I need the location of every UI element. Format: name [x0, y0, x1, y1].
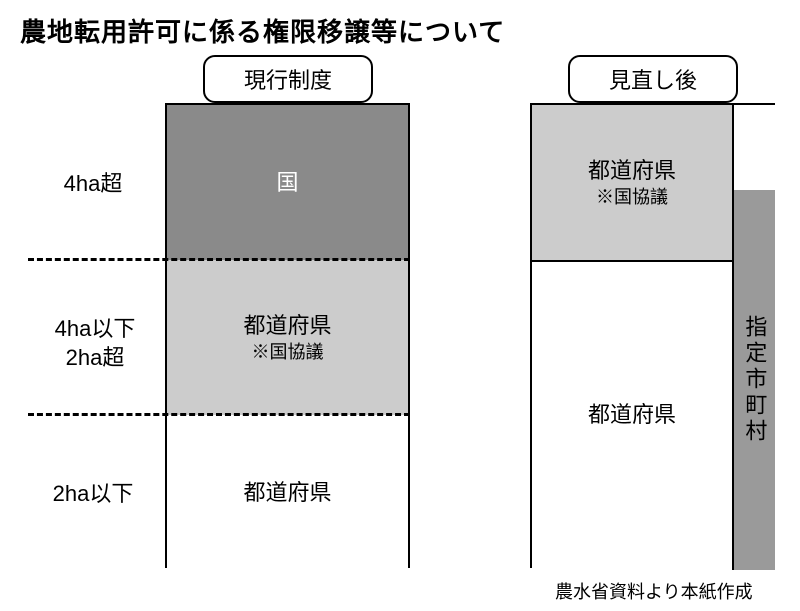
current-mid-note: ※国協議: [252, 340, 324, 364]
revised-top-note: ※国協議: [596, 185, 668, 209]
current-mid-text: 都道府県: [243, 311, 331, 341]
header-current: 現行制度: [203, 55, 373, 103]
row-label-top: 4ha超: [48, 170, 138, 199]
source-text: 農水省資料より本紙作成: [555, 578, 753, 604]
current-top-text: 国: [276, 168, 298, 198]
current-cell-bottom: 都道府県: [167, 415, 408, 570]
row-label-bottom: 2ha以下: [48, 480, 138, 509]
row-label-mid-line2: 2ha超: [66, 345, 125, 370]
current-bottom-text: 都道府県: [243, 478, 331, 508]
current-cell-mid: 都道府県 ※国協議: [167, 260, 408, 415]
page-title: 農地転用許可に係る権限移譲等について: [20, 12, 505, 49]
column-revised: 都道府県 ※国協議 都道府県 指定市町村: [530, 103, 775, 568]
dashed-divider-2: [28, 413, 410, 416]
revised-cell-bottom: 都道府県: [532, 260, 732, 570]
revised-top-text: 都道府県: [588, 156, 676, 186]
row-label-mid-line1: 4ha以下: [55, 316, 136, 341]
column-current: 国 都道府県 ※国協議 都道府県: [165, 103, 410, 568]
revised-inner-divider: [532, 260, 732, 262]
row-label-mid: 4ha以下 2ha超: [40, 315, 150, 372]
revised-bottom-text: 都道府県: [588, 400, 676, 430]
revised-side-strip: 指定市町村: [732, 190, 775, 570]
revised-cell-top: 都道府県 ※国協議: [532, 105, 732, 260]
revised-side-strip-top: [732, 105, 775, 190]
header-revised: 見直し後: [568, 55, 738, 103]
current-cell-top: 国: [167, 105, 408, 260]
dashed-divider-1: [28, 258, 410, 261]
revised-side-text: 指定市町村: [740, 315, 770, 445]
